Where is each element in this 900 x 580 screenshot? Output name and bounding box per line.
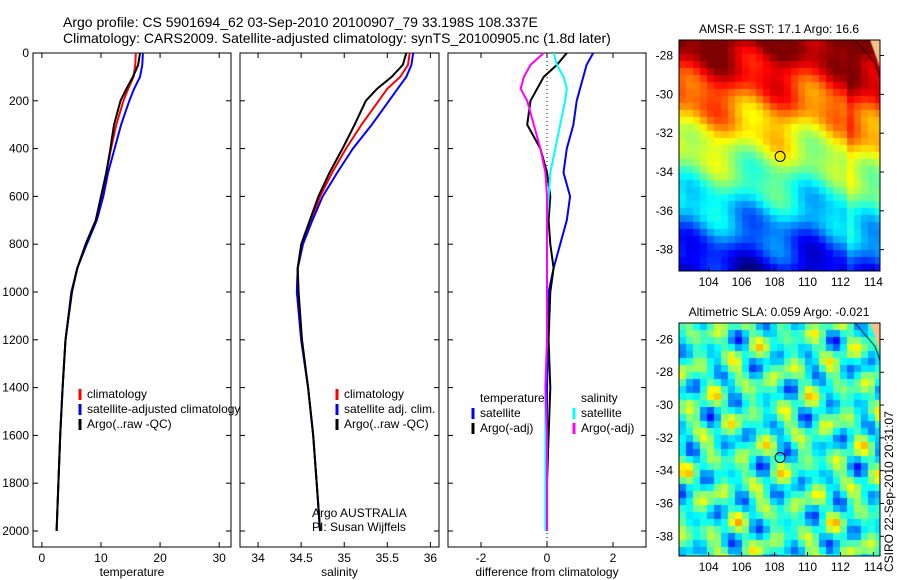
legend-label: satellite [480,406,521,420]
x-tick-label: 10 [94,551,108,565]
x-tick-label: 110 [798,275,817,289]
y-tick-label: -36 [656,496,674,510]
x-tick-label: 106 [732,560,752,574]
x-tick-label: 0 [544,551,551,565]
series-line-satellite-adjusted-climatology [55,52,144,532]
legend-label: satellite adj. clim. [344,402,435,416]
annotation-pi: PI: Susan Wijffels [312,520,406,534]
sst-map-title: AMSR-E SST: 17.1 Argo: 16.6 [699,22,859,36]
x-tick-label: 114 [864,560,883,574]
y-tick-label: -32 [656,126,674,140]
y-tick-label: -36 [656,204,674,218]
y-tick-label: 0 [22,46,29,60]
map1-axes: 104 106 108 110 112 114 -28 -30 -32 -34 -36 -38 [656,39,884,289]
y-tick-label: 1000 [2,285,29,299]
legend-label: satellite [581,406,622,420]
profile-panel-1: 34 34.5 35 35.5 36 salinity climatologysatelli… [239,52,440,579]
y-tick-label: 600 [9,189,29,203]
x-tick-label: 112 [831,275,850,289]
legend-header: salinity [581,391,618,405]
legend-label: Argo(-adj) [480,421,533,435]
series-line-argo--adj- [526,52,568,531]
y-tick-label: 2000 [2,524,29,538]
x-tick-label: 20 [153,551,167,565]
series-line-climatology [295,52,411,532]
y-tick-label: -38 [656,243,674,257]
x-tick-label: 34 [251,551,265,565]
y-tick-label: -34 [656,165,674,179]
y-tick-label: -38 [656,529,674,543]
map-frame [678,39,881,272]
y-tick-label: -28 [656,365,674,379]
x-tick-label: 35 [338,551,352,565]
x-tick-label: 104 [699,275,719,289]
annotation-argo-australia: Argo AUSTRALIA [312,506,407,520]
x-tick-label: 110 [798,560,817,574]
x-axis-label: salinity [321,565,358,579]
y-tick-label: 200 [9,94,29,108]
legend-label: Argo(-adj) [581,421,634,435]
x-tick-label: 36 [424,551,438,565]
series-line-argo--adj- [519,52,548,531]
x-tick-label: -2 [476,551,487,565]
y-tick-label: 1400 [2,381,29,395]
legend-label: Argo(..raw -QC) [344,417,429,431]
x-tick-label: 108 [765,560,785,574]
legend-label: climatology [344,387,404,401]
x-tick-label: 2 [610,551,617,565]
map-frame [678,322,881,557]
x-tick-label: 108 [765,275,785,289]
x-tick-label: 35.5 [376,551,400,565]
series-line-climatology [55,52,137,532]
y-tick-label: -34 [656,464,674,478]
legend-label: satellite-adjusted climatology [87,402,240,416]
argo-location-marker [774,150,786,162]
x-tick-label: 106 [732,275,752,289]
y-tick-label: 800 [9,237,29,251]
profile-panel-0: 0 10 20 30 0 200 400 600 800 1000 1200 1400 1600 1800… [2,46,240,579]
y-tick-label: -32 [656,431,674,445]
map2-axes: 104 106 108 110 112 114 -26 -28 -30 -32 -34 -36 -38 [656,322,884,574]
y-tick-label: 1600 [2,428,29,442]
x-tick-label: 0 [39,551,46,565]
x-tick-label: 30 [212,551,226,565]
y-tick-label: 400 [9,142,29,156]
x-tick-label: 104 [699,560,719,574]
argo-location-marker [774,452,786,464]
x-axis-label: temperature [100,565,165,579]
series-line-satellite [546,52,595,531]
y-tick-label: -26 [656,332,674,346]
y-tick-label: 1200 [2,333,29,347]
plots-layer: 0 10 20 30020040060080010001200140016001800… [2,39,884,579]
y-tick-label: -30 [656,87,674,101]
series-line-argo---raw--qc- [55,52,141,532]
axes-box [239,52,440,548]
x-axis-label: difference from climatology [475,565,618,579]
x-tick-label: 114 [864,275,883,289]
y-tick-label: -30 [656,398,674,412]
sla-map-title: Altimetric SLA: 0.059 Argo: -0.021 [689,305,870,319]
legend-label: Argo(..raw -QC) [87,417,172,431]
header-line-1: Argo profile: CS 5901694_62 03-Sep-2010 … [63,14,538,30]
footer-stamp: CSIRO 22-Sep-2010 20:31:07 [882,411,896,572]
legend-header: temperature [480,391,545,405]
y-tick-label: 1800 [2,476,29,490]
sla-map-image [679,323,880,556]
sst-map-image [679,40,880,271]
x-tick-label: 34.5 [289,551,313,565]
x-tick-label: 112 [831,560,850,574]
legend-label: climatology [87,387,147,401]
y-tick-label: -28 [656,49,674,63]
axes-box [32,52,232,548]
header-line-2: Climatology: CARS2009. Satellite-adjuste… [63,30,611,46]
series-line-argo---raw--qc- [296,52,408,532]
